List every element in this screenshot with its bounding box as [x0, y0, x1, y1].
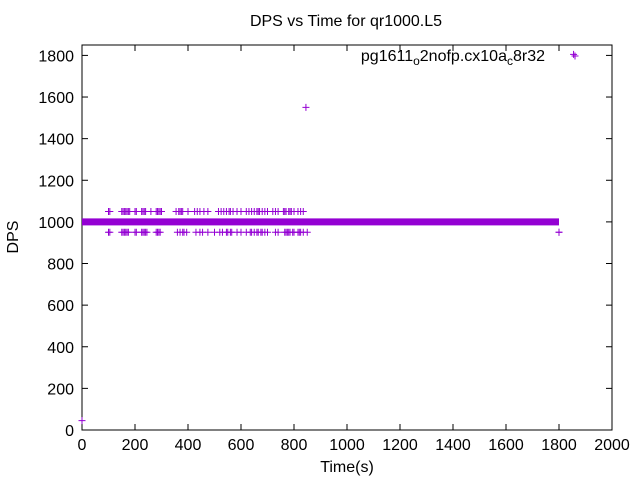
- ticks: 0 200 400 600 800 1000 1200 1400 1600 1800 2000 0 20…: [38, 45, 630, 454]
- x-tick-label: 400: [175, 437, 202, 454]
- data-point: [124, 228, 132, 236]
- x-tick-label: 1200: [382, 437, 418, 454]
- legend-label: pg1611o2nofp.cx10ac8r32: [361, 48, 545, 68]
- plot-points: [78, 50, 578, 425]
- data-point: [106, 228, 114, 236]
- x-axis-label: Time(s): [320, 459, 374, 476]
- legend: pg1611o2nofp.cx10ac8r32: [361, 48, 579, 68]
- data-point: [303, 228, 311, 236]
- data-point: [204, 207, 212, 215]
- y-tick-label: 0: [65, 423, 74, 440]
- y-tick-label: 1000: [38, 215, 74, 232]
- x-tick-label: 0: [78, 437, 87, 454]
- plot-border: [81, 44, 613, 431]
- x-tick-label: 1400: [435, 437, 471, 454]
- x-tick-label: 1600: [488, 437, 524, 454]
- x-tick-label: 1000: [329, 437, 365, 454]
- data-point: [106, 207, 114, 215]
- data-point: [264, 228, 271, 236]
- y-axis-label: DPS: [5, 221, 22, 254]
- legend-marker: [571, 52, 579, 60]
- data-point: [555, 228, 563, 236]
- data-point: [302, 103, 310, 111]
- data-point: [570, 50, 578, 58]
- data-point: [274, 228, 282, 236]
- data-point: [156, 228, 164, 236]
- y-tick-label: 1600: [38, 90, 74, 107]
- data-point: [143, 228, 151, 236]
- x-tick-label: 2000: [594, 437, 630, 454]
- x-tick-label: 800: [281, 437, 308, 454]
- dense-band-points: [82, 218, 559, 226]
- x-tick-label: 1800: [541, 437, 577, 454]
- y-tick-label: 400: [47, 340, 74, 357]
- y-tick-label: 1200: [38, 173, 74, 190]
- x-tick-label: 600: [228, 437, 255, 454]
- data-point: [78, 417, 86, 425]
- data-point: [158, 207, 165, 215]
- x-tick-label: 200: [122, 437, 149, 454]
- data-point: [183, 228, 191, 236]
- y-tick-label: 200: [47, 381, 74, 398]
- axes: [81, 44, 613, 431]
- data-point: [184, 207, 192, 215]
- chart-title: DPS vs Time for qr1000.L5: [250, 13, 442, 30]
- y-tick-label: 600: [47, 298, 74, 315]
- y-tick-label: 800: [47, 257, 74, 274]
- data-point: [299, 207, 307, 215]
- data-point: [204, 228, 212, 236]
- y-tick-label: 1800: [38, 48, 74, 65]
- y-tick-label: 1400: [38, 132, 74, 149]
